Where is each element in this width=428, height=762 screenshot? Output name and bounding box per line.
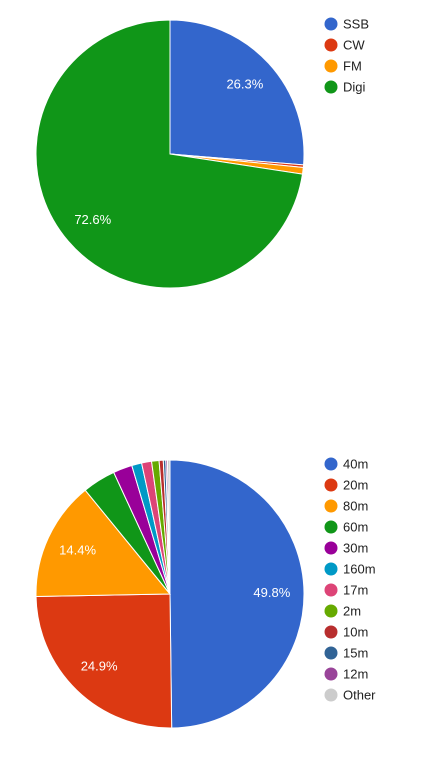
- legend-marker: [324, 59, 338, 73]
- legend-marker: [324, 520, 338, 534]
- pie-slice: [35, 19, 304, 289]
- legend-marker: [324, 499, 338, 513]
- legend-label: 80m: [343, 498, 368, 513]
- legend-marker: [324, 604, 338, 618]
- pie-slice: [169, 459, 305, 729]
- legend-label: 15m: [343, 645, 368, 660]
- pie-slice: [166, 459, 171, 595]
- pie-slice: [169, 19, 305, 166]
- legend-label: Digi: [343, 79, 366, 94]
- legend-marker: [324, 625, 338, 639]
- legend-label: 12m: [343, 666, 368, 681]
- legend-marker: [324, 646, 338, 660]
- legend-label: 17m: [343, 582, 368, 597]
- legend-label: FM: [343, 58, 362, 73]
- legend-label: 60m: [343, 519, 368, 534]
- slice-label: 14.4%: [59, 543, 96, 558]
- legend-marker: [324, 667, 338, 681]
- legend-marker: [324, 478, 338, 492]
- legend-marker: [324, 17, 338, 31]
- legend-label: 2m: [343, 603, 361, 618]
- legend-label: SSB: [343, 16, 369, 31]
- pie-slice: [35, 593, 173, 729]
- legend-label: 10m: [343, 624, 368, 639]
- legend-label: 20m: [343, 477, 368, 492]
- legend-marker: [324, 80, 338, 94]
- legend-label: 160m: [343, 561, 376, 576]
- slice-label: 72.6%: [74, 212, 111, 227]
- legend-marker: [324, 583, 338, 597]
- legend-label: Other: [343, 687, 376, 702]
- legend-label: 30m: [343, 540, 368, 555]
- legend-label: 40m: [343, 456, 368, 471]
- legend-marker: [324, 38, 338, 52]
- pie-slice: [35, 489, 172, 598]
- slice-label: 49.8%: [253, 585, 290, 600]
- legend-marker: [324, 688, 338, 702]
- legend-label: CW: [343, 37, 365, 52]
- legend-marker: [324, 541, 338, 555]
- slice-label: 26.3%: [226, 76, 263, 91]
- legend-marker: [324, 562, 338, 576]
- slice-label: 24.9%: [81, 659, 118, 674]
- legend-marker: [324, 457, 338, 471]
